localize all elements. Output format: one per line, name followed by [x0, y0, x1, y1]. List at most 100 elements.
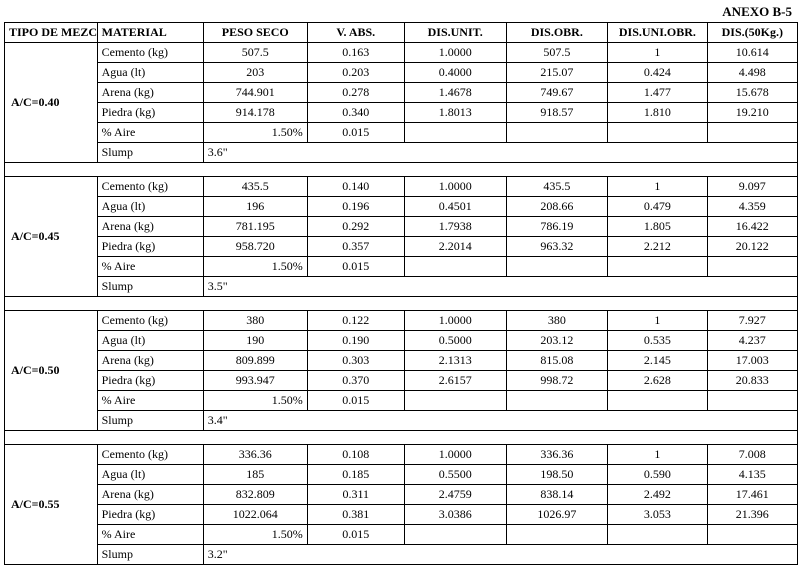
separator-row [5, 163, 798, 177]
value-cell [608, 257, 707, 277]
value-cell: 1.0000 [404, 177, 506, 197]
value-cell: 1.805 [608, 217, 707, 237]
slump-value: 3.2" [203, 545, 797, 565]
value-cell: 744.901 [203, 83, 307, 103]
table-row: % Aire1.50%0.015 [5, 391, 798, 411]
separator-cell [5, 297, 798, 311]
value-cell: 17.003 [707, 351, 797, 371]
hdr-material: MATERIAL [97, 23, 203, 43]
material-cell: Agua (lt) [97, 63, 203, 83]
value-cell: 10.614 [707, 43, 797, 63]
value-cell: 0.381 [307, 505, 404, 525]
value-cell: 786.19 [506, 217, 608, 237]
value-cell: 203 [203, 63, 307, 83]
value-cell: 832.809 [203, 485, 307, 505]
value-cell: 0.190 [307, 331, 404, 351]
value-cell [506, 257, 608, 277]
table-row: % Aire1.50%0.015 [5, 525, 798, 545]
value-cell: 1.50% [203, 391, 307, 411]
value-cell [404, 525, 506, 545]
value-cell: 2.628 [608, 371, 707, 391]
value-cell: 0.015 [307, 123, 404, 143]
value-cell: 0.015 [307, 391, 404, 411]
value-cell: 9.097 [707, 177, 797, 197]
material-cell: Cemento (kg) [97, 311, 203, 331]
value-cell: 1.7938 [404, 217, 506, 237]
value-cell: 0.5500 [404, 465, 506, 485]
value-cell: 17.461 [707, 485, 797, 505]
material-cell: Piedra (kg) [97, 103, 203, 123]
value-cell: 0.292 [307, 217, 404, 237]
material-cell: Piedra (kg) [97, 371, 203, 391]
table-row: Arena (kg)744.9010.2781.4678749.671.4771… [5, 83, 798, 103]
hdr-dis-obr: DIS.OBR. [506, 23, 608, 43]
value-cell: 0.4000 [404, 63, 506, 83]
separator-row [5, 431, 798, 445]
table-row: Arena (kg)809.8990.3032.1313815.082.1451… [5, 351, 798, 371]
table-row: A/C=0.45Cemento (kg)435.50.1401.0000435.… [5, 177, 798, 197]
table-row: A/C=0.40Cemento (kg)507.50.1631.0000507.… [5, 43, 798, 63]
value-cell: 1.50% [203, 123, 307, 143]
slump-row: Slump3.6" [5, 143, 798, 163]
value-cell: 0.196 [307, 197, 404, 217]
material-cell: Arena (kg) [97, 217, 203, 237]
value-cell: 190 [203, 331, 307, 351]
value-cell [506, 123, 608, 143]
material-cell: Agua (lt) [97, 197, 203, 217]
material-cell: Piedra (kg) [97, 237, 203, 257]
value-cell: 507.5 [203, 43, 307, 63]
value-cell [608, 123, 707, 143]
value-cell: 0.203 [307, 63, 404, 83]
value-cell: 1 [608, 177, 707, 197]
value-cell: 0.357 [307, 237, 404, 257]
value-cell: 0.311 [307, 485, 404, 505]
value-cell: 507.5 [506, 43, 608, 63]
separator-cell [5, 431, 798, 445]
value-cell: 203.12 [506, 331, 608, 351]
material-cell: % Aire [97, 391, 203, 411]
value-cell: 0.4501 [404, 197, 506, 217]
value-cell: 20.122 [707, 237, 797, 257]
value-cell: 2.492 [608, 485, 707, 505]
value-cell: 1026.97 [506, 505, 608, 525]
value-cell [608, 391, 707, 411]
material-cell: Cemento (kg) [97, 445, 203, 465]
table-row: A/C=0.55Cemento (kg)336.360.1081.0000336… [5, 445, 798, 465]
value-cell [707, 525, 797, 545]
tipo-mezcla-cell: A/C=0.50 [5, 311, 98, 431]
value-cell: 16.422 [707, 217, 797, 237]
value-cell: 19.210 [707, 103, 797, 123]
value-cell: 1.0000 [404, 43, 506, 63]
value-cell: 196 [203, 197, 307, 217]
value-cell: 1022.064 [203, 505, 307, 525]
value-cell [404, 257, 506, 277]
value-cell: 0.122 [307, 311, 404, 331]
value-cell: 0.108 [307, 445, 404, 465]
header-row: TIPO DE MEZCLA MATERIAL PESO SECO V. ABS… [5, 23, 798, 43]
material-cell: Arena (kg) [97, 351, 203, 371]
value-cell: 1.0000 [404, 311, 506, 331]
material-cell: Arena (kg) [97, 485, 203, 505]
value-cell: 4.498 [707, 63, 797, 83]
table-row: Piedra (kg)914.1780.3401.8013918.571.810… [5, 103, 798, 123]
value-cell: 2.4759 [404, 485, 506, 505]
value-cell: 0.370 [307, 371, 404, 391]
value-cell: 208.66 [506, 197, 608, 217]
table-row: Agua (lt)1960.1960.4501208.660.4794.359 [5, 197, 798, 217]
material-cell: Piedra (kg) [97, 505, 203, 525]
value-cell: 958.720 [203, 237, 307, 257]
hdr-dis-uni-obr: DIS.UNI.OBR. [608, 23, 707, 43]
value-cell: 336.36 [506, 445, 608, 465]
table-row: Piedra (kg)993.9470.3702.6157998.722.628… [5, 371, 798, 391]
slump-value: 3.5" [203, 277, 797, 297]
value-cell: 21.396 [707, 505, 797, 525]
table-row: Agua (lt)2030.2030.4000215.070.4244.498 [5, 63, 798, 83]
value-cell: 998.72 [506, 371, 608, 391]
value-cell: 336.36 [203, 445, 307, 465]
value-cell: 215.07 [506, 63, 608, 83]
material-cell: % Aire [97, 525, 203, 545]
value-cell: 1.810 [608, 103, 707, 123]
tipo-mezcla-cell: A/C=0.40 [5, 43, 98, 163]
value-cell: 2.2014 [404, 237, 506, 257]
value-cell [608, 525, 707, 545]
